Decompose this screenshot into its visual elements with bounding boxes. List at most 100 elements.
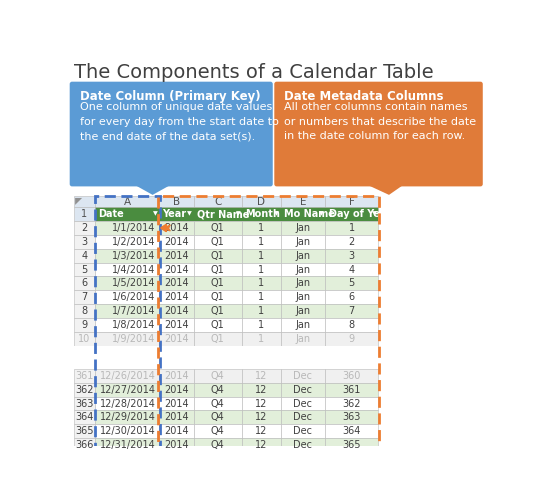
Bar (159, 332, 194, 346)
Text: Q4: Q4 (211, 398, 225, 408)
Text: Date Column (Primary Key): Date Column (Primary Key) (80, 90, 260, 103)
Bar (74, 383, 95, 397)
Text: 365: 365 (343, 440, 361, 450)
Text: 2014: 2014 (164, 292, 189, 302)
Text: ▼: ▼ (153, 211, 157, 216)
Bar (326, 277, 378, 291)
Text: Mo Name: Mo Name (284, 209, 335, 219)
Text: 5: 5 (81, 265, 87, 275)
Text: 365: 365 (75, 426, 94, 436)
Text: Date Metadata Columns: Date Metadata Columns (285, 90, 444, 103)
Text: 2: 2 (349, 237, 355, 247)
Text: 2014: 2014 (164, 371, 189, 381)
Bar (194, 332, 242, 346)
Bar (74, 263, 95, 277)
Text: 1: 1 (258, 265, 264, 275)
Bar (74, 207, 95, 221)
Bar (194, 383, 242, 397)
Text: 1: 1 (258, 320, 264, 330)
Text: 2014: 2014 (164, 265, 189, 275)
Text: 360: 360 (343, 371, 361, 381)
Text: A: A (123, 197, 130, 207)
Text: 1: 1 (258, 250, 264, 261)
Bar (280, 249, 326, 263)
Text: ▼: ▼ (319, 211, 324, 216)
Bar (74, 410, 95, 424)
Bar (159, 438, 194, 452)
Bar (159, 410, 194, 424)
Text: Qtr Name: Qtr Name (197, 209, 249, 219)
Text: 2014: 2014 (164, 237, 189, 247)
Bar (326, 263, 378, 277)
Text: 5: 5 (349, 279, 355, 289)
Bar (326, 438, 378, 452)
Text: ▼: ▼ (372, 211, 377, 216)
Bar (326, 249, 378, 263)
Bar (194, 263, 242, 277)
Bar (95, 369, 159, 383)
Text: Q1: Q1 (211, 237, 225, 247)
Text: Dec: Dec (293, 412, 313, 422)
Text: 361: 361 (75, 371, 94, 381)
Text: Q1: Q1 (211, 306, 225, 316)
Bar (159, 304, 194, 318)
Text: Date: Date (99, 209, 124, 219)
Text: 6: 6 (81, 279, 87, 289)
Bar (95, 318, 159, 332)
Text: C: C (214, 197, 222, 207)
Bar (326, 318, 378, 332)
Text: Q4: Q4 (211, 371, 225, 381)
Bar (242, 304, 280, 318)
Text: Dec: Dec (293, 398, 313, 408)
Text: B: B (172, 197, 180, 207)
Bar (326, 304, 378, 318)
Text: 7: 7 (349, 306, 355, 316)
Bar (95, 196, 159, 207)
Bar (74, 369, 95, 383)
Text: 1: 1 (258, 223, 264, 233)
Bar (326, 410, 378, 424)
Text: 361: 361 (343, 385, 361, 395)
Text: 4: 4 (349, 265, 355, 275)
Text: Jan: Jan (295, 292, 310, 302)
Bar (242, 291, 280, 304)
Polygon shape (366, 184, 404, 195)
Bar (326, 369, 378, 383)
Text: 362: 362 (343, 398, 361, 408)
Bar (242, 397, 280, 410)
Bar (159, 235, 194, 249)
Bar (95, 438, 159, 452)
Bar (159, 318, 194, 332)
Text: 1: 1 (81, 209, 87, 219)
Bar (94, 195, 160, 453)
Bar (95, 207, 378, 221)
Bar (159, 291, 194, 304)
Bar (159, 277, 194, 291)
Bar (194, 221, 242, 235)
Text: 1: 1 (258, 306, 264, 316)
Bar (159, 196, 194, 207)
Text: D: D (257, 197, 265, 207)
Bar (95, 397, 159, 410)
Bar (280, 277, 326, 291)
Bar (74, 318, 95, 332)
Bar (74, 221, 95, 235)
Text: Q1: Q1 (211, 334, 225, 344)
Text: 364: 364 (343, 426, 361, 436)
FancyBboxPatch shape (70, 82, 273, 186)
Text: 2014: 2014 (164, 398, 189, 408)
Bar (280, 291, 326, 304)
Bar (194, 249, 242, 263)
Text: Day of Year: Day of Year (329, 209, 391, 219)
Bar (242, 249, 280, 263)
Bar (74, 291, 95, 304)
Text: E: E (300, 197, 306, 207)
Bar (280, 196, 326, 207)
Text: 2014: 2014 (164, 306, 189, 316)
Text: 12: 12 (255, 440, 267, 450)
Text: 12: 12 (255, 412, 267, 422)
Bar (280, 383, 326, 397)
Bar (194, 410, 242, 424)
Text: Jan: Jan (295, 320, 310, 330)
Text: ▼: ▼ (188, 211, 192, 216)
